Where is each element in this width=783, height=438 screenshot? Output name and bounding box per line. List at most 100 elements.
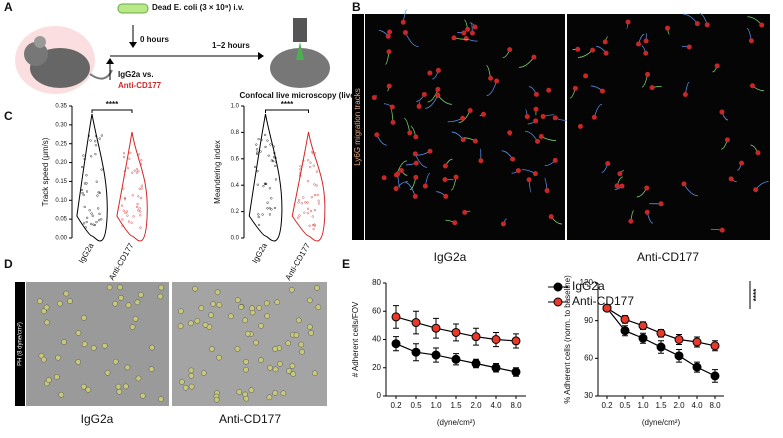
cell (257, 305, 262, 310)
cell (57, 301, 62, 306)
cell (390, 105, 395, 110)
cell (107, 285, 112, 290)
cell (575, 47, 580, 52)
schematic: Dead E. coli (3 × 10⁹) i.v. 0 hours 1–2 … (15, 3, 361, 100)
cell (253, 340, 258, 345)
cell (86, 387, 91, 392)
cell (178, 324, 183, 329)
y-axis-label: Track speed (μm/s) (41, 137, 50, 206)
point (412, 348, 420, 356)
significance: **** (106, 100, 119, 109)
y-axis-label: Meandering index (213, 140, 222, 204)
cell (188, 321, 193, 326)
cell (183, 385, 188, 390)
cell (465, 27, 470, 32)
cell (729, 176, 734, 181)
violin (77, 114, 107, 241)
cell (436, 68, 441, 73)
point (621, 327, 629, 335)
panel-label: C (4, 109, 13, 123)
legend-label: Anti-CD177 (572, 294, 634, 308)
cell (705, 22, 710, 27)
cell (37, 299, 42, 304)
cell (307, 324, 312, 329)
cell (123, 384, 128, 389)
cell (534, 107, 539, 112)
micrograph (567, 14, 770, 240)
cell (64, 291, 69, 296)
cell (605, 161, 610, 166)
point (452, 355, 460, 363)
cell (464, 36, 469, 41)
cell (645, 210, 650, 215)
cell (435, 92, 440, 97)
cell (201, 370, 206, 375)
cell (277, 361, 282, 366)
cell (645, 72, 650, 77)
brightfield-image (26, 282, 169, 406)
cell (650, 85, 655, 90)
cell (102, 343, 107, 348)
x-tick-label: 0.5 (619, 401, 631, 410)
cell (113, 301, 118, 306)
cell (683, 92, 688, 97)
cell (308, 330, 313, 335)
cell (281, 391, 286, 396)
cell (553, 115, 558, 120)
cell (539, 134, 544, 139)
cell (59, 392, 64, 397)
cell (149, 367, 154, 372)
cell (199, 306, 204, 311)
cell (316, 305, 321, 310)
point (639, 334, 647, 342)
cell (525, 114, 530, 119)
dot (123, 156, 125, 158)
point (657, 343, 665, 351)
cell (636, 42, 641, 47)
cell (239, 305, 244, 310)
condition-label: Anti-CD177 (637, 250, 699, 264)
cell (452, 220, 457, 225)
cell (374, 132, 379, 137)
point (621, 315, 629, 323)
cell (314, 285, 319, 290)
significance: **** (281, 100, 294, 109)
cell (312, 371, 317, 376)
cell (273, 367, 278, 372)
cell (470, 31, 475, 36)
schematic-label: Anti-CD177 (118, 81, 162, 90)
cell (462, 210, 467, 215)
cell (54, 374, 59, 379)
cell (372, 95, 377, 100)
schematic-label: 1–2 hours (212, 41, 250, 50)
x-tick-label: Anti-CD177 (284, 241, 313, 282)
y-tick-label: 0.30 (55, 122, 67, 128)
point (693, 338, 701, 346)
cell (179, 379, 184, 384)
cell (267, 395, 272, 400)
x-axis-label: (dyne/cm²) (642, 418, 681, 427)
cell (533, 171, 538, 176)
cell (387, 30, 392, 35)
cell (454, 175, 459, 180)
cell (258, 323, 263, 328)
cell (275, 300, 280, 305)
x-tick-label: 1.5 (655, 401, 667, 410)
cell (549, 214, 554, 219)
point (452, 328, 460, 336)
cell (399, 168, 404, 173)
cell (214, 397, 219, 402)
cell (644, 38, 649, 43)
dot (258, 138, 260, 140)
y-tick-label: 60 (584, 353, 593, 362)
cell (435, 87, 440, 92)
y-axis-label: # Adherent cells/FOV (351, 301, 360, 377)
y-tick-label: 30 (584, 391, 593, 400)
violin (249, 114, 282, 241)
cell (494, 78, 499, 83)
cell (116, 384, 121, 389)
cell (422, 92, 427, 97)
cell (533, 118, 538, 123)
cell (720, 228, 725, 233)
cell (460, 116, 465, 121)
